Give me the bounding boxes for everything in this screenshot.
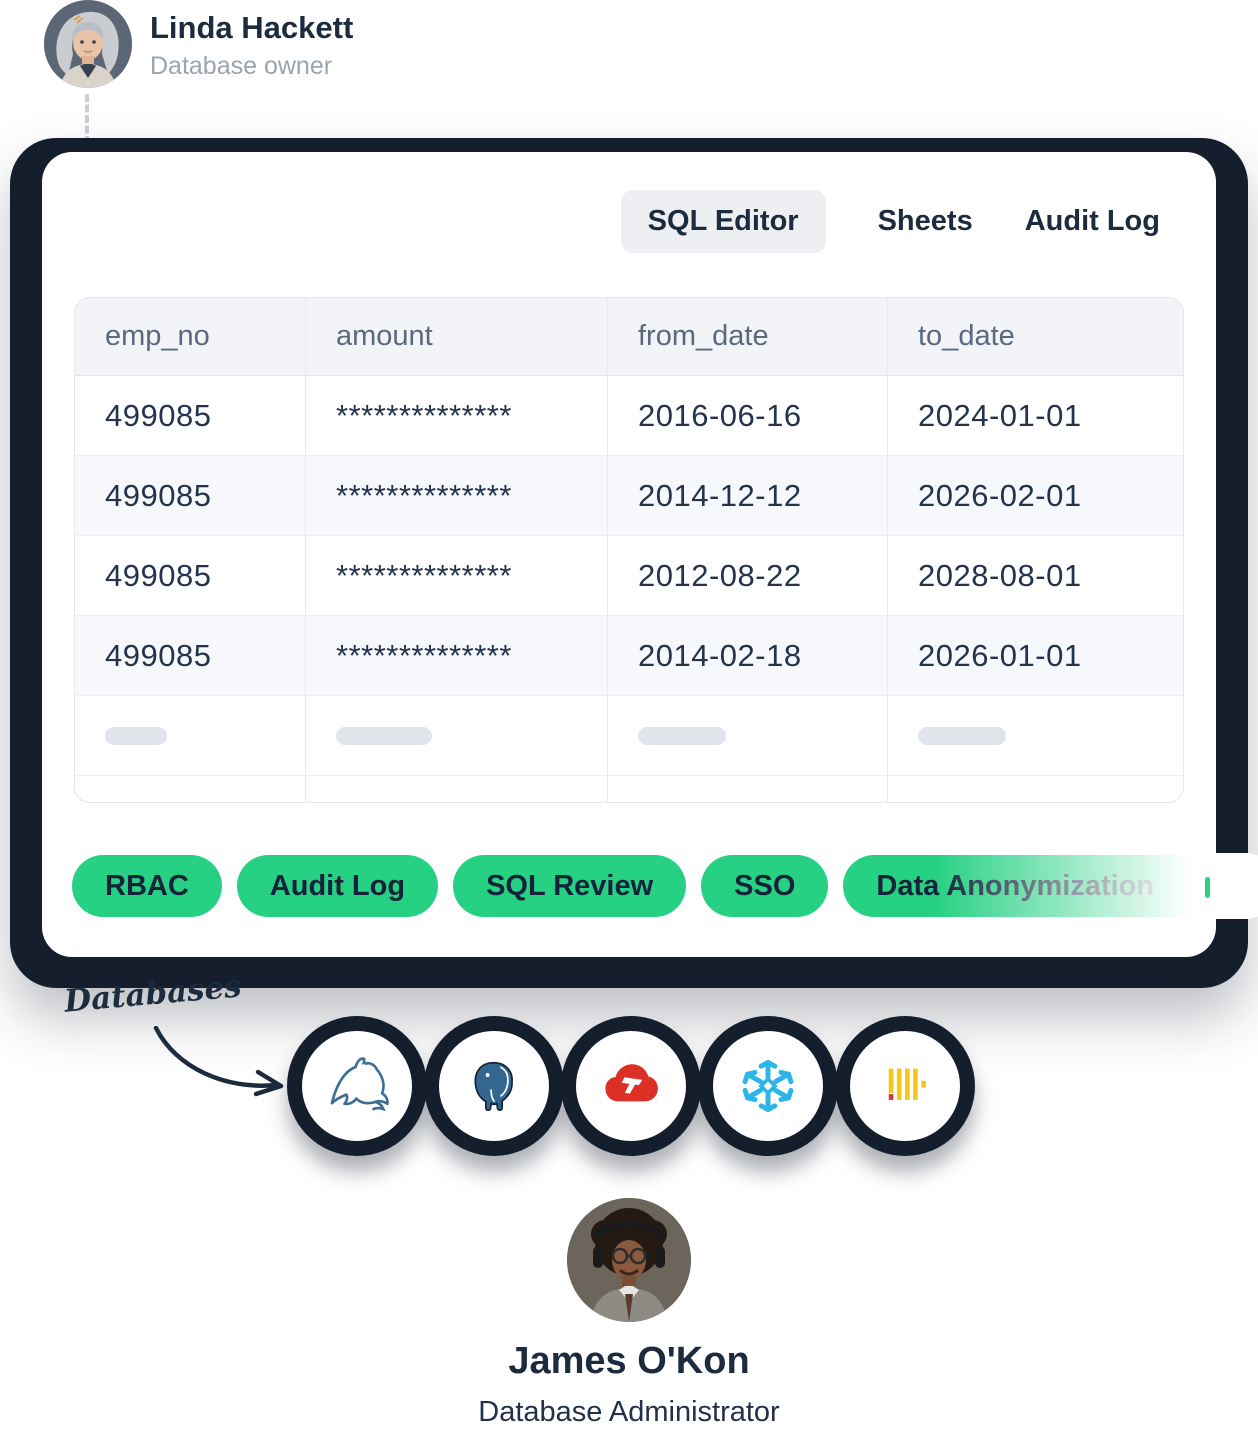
database-postgresql bbox=[439, 1031, 549, 1141]
cell-emp-no: 499085 bbox=[75, 616, 306, 695]
dashed-connector-line bbox=[85, 94, 89, 144]
database-snowflake bbox=[713, 1031, 823, 1141]
admin-role: Database Administrator bbox=[478, 1396, 780, 1428]
column-header-emp-no: emp_no bbox=[75, 298, 306, 375]
skeleton-bar bbox=[918, 726, 1006, 745]
admin-name: James O'Kon bbox=[508, 1340, 750, 1382]
tab-sql-editor[interactable]: SQL Editor bbox=[620, 189, 826, 253]
skeleton-cell bbox=[306, 696, 608, 775]
postgresql-icon bbox=[474, 1061, 513, 1112]
cell-emp-no: 499085 bbox=[75, 456, 306, 535]
owner-name: Linda Hackett bbox=[150, 10, 354, 45]
cell-emp-no: 499085 bbox=[75, 376, 306, 455]
cell-amount-masked: ************** bbox=[306, 616, 608, 695]
avatar-database-administrator bbox=[567, 1198, 691, 1322]
badge-data-anonymization: Data Anonymization bbox=[839, 853, 1258, 919]
results-table: emp_no amount from_date to_date 499085 *… bbox=[74, 297, 1184, 803]
man-portrait-illustration bbox=[567, 1198, 691, 1322]
fade-overlay bbox=[839, 853, 1258, 919]
app-card: SQL Editor Sheets Audit Log emp_no amoun… bbox=[42, 152, 1258, 957]
badge-sso: SSO bbox=[701, 855, 829, 917]
badge-sql-review: SQL Review bbox=[453, 855, 687, 917]
tidb-cloud-icon bbox=[605, 1064, 658, 1102]
cell-to-date: 2026-01-01 bbox=[918, 637, 1082, 673]
skeleton-cell bbox=[608, 696, 888, 775]
owner-role: Database owner bbox=[150, 52, 333, 80]
table-loading-row bbox=[75, 696, 1183, 776]
cell-to-date: 2028-08-01 bbox=[918, 557, 1082, 593]
tab-sheets[interactable]: Sheets bbox=[877, 204, 973, 237]
cell-amount-masked: ************** bbox=[306, 376, 608, 455]
table-row: 499085 ************** 2016-06-16 2024-01… bbox=[75, 376, 1183, 456]
badge-audit-log: Audit Log bbox=[236, 855, 439, 917]
skeleton-bar bbox=[638, 726, 726, 745]
mysql-icon bbox=[330, 1057, 389, 1112]
clickhouse-icon bbox=[888, 1068, 926, 1100]
cell-from-date: 2012-08-22 bbox=[608, 536, 888, 615]
cell-from-date: 2014-02-18 bbox=[608, 616, 888, 695]
table-filler-row bbox=[75, 776, 1183, 802]
tab-bar: SQL Editor Sheets Audit Log bbox=[620, 188, 1160, 254]
cell-to-date: 2026-02-01 bbox=[918, 477, 1082, 513]
cell-amount-masked: ************** bbox=[306, 456, 608, 535]
hand-drawn-arrow-icon bbox=[153, 1026, 284, 1097]
table-header-row: emp_no amount from_date to_date bbox=[75, 298, 1183, 376]
cell-from-date: 2014-12-12 bbox=[608, 456, 888, 535]
snowflake-icon bbox=[742, 1059, 794, 1113]
database-mysql bbox=[302, 1031, 412, 1141]
cell-emp-no: 499085 bbox=[75, 536, 306, 615]
database-tidb bbox=[576, 1031, 686, 1141]
skeleton-cell bbox=[75, 696, 306, 775]
column-header-to-date: to_date bbox=[918, 320, 1015, 352]
badge-sliver bbox=[1205, 877, 1210, 898]
skeleton-bar bbox=[336, 726, 432, 745]
column-header-from-date: from_date bbox=[608, 298, 888, 375]
cell-from-date: 2016-06-16 bbox=[608, 376, 888, 455]
tab-audit-log[interactable]: Audit Log bbox=[1024, 204, 1160, 237]
badge-rbac: RBAC bbox=[72, 855, 222, 917]
database-clickhouse bbox=[850, 1031, 960, 1141]
cell-to-date: 2024-01-01 bbox=[918, 397, 1082, 433]
table-row: 499085 ************** 2014-12-12 2026-02… bbox=[75, 456, 1183, 536]
skeleton-cell bbox=[888, 696, 1183, 775]
skeleton-bar bbox=[105, 726, 167, 745]
table-row: 499085 ************** 2012-08-22 2028-08… bbox=[75, 536, 1183, 616]
woman-portrait-illustration bbox=[44, 0, 132, 88]
avatar-database-owner bbox=[44, 0, 132, 88]
table-row: 499085 ************** 2014-02-18 2026-01… bbox=[75, 616, 1183, 696]
column-header-amount: amount bbox=[306, 298, 608, 375]
feature-badges: RBAC Audit Log SQL Review SSO Data Anony… bbox=[72, 853, 1258, 919]
cell-amount-masked: ************** bbox=[306, 536, 608, 615]
